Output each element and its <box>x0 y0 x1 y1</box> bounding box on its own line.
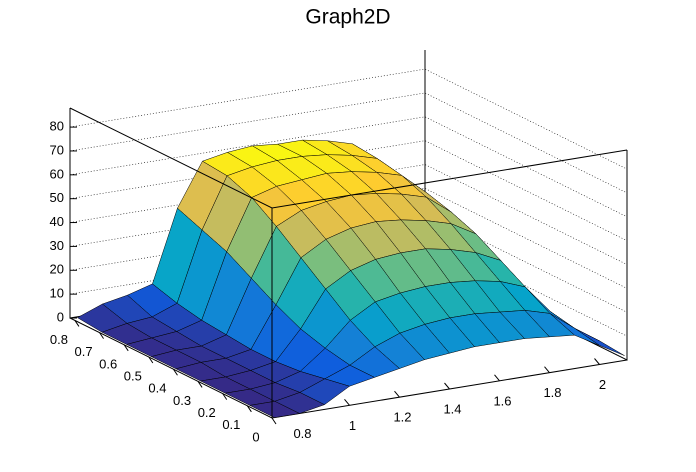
x-tick-label: 1.8 <box>543 385 561 400</box>
y-tick-label: 0 <box>252 429 259 444</box>
y-tick-label: 0.7 <box>75 344 93 359</box>
chart-title: Graph2D <box>305 6 390 29</box>
z-tick-label: 50 <box>50 190 64 205</box>
y-tick-label: 0.1 <box>222 417 240 432</box>
x-tick <box>594 358 600 365</box>
surface-cell <box>249 401 301 418</box>
y-tick <box>99 332 104 339</box>
x-tick-label: 2 <box>599 377 606 392</box>
x-tick <box>544 366 550 373</box>
z-tick-label: 40 <box>50 214 64 229</box>
z-tick-label: 70 <box>50 142 64 157</box>
y-tick <box>271 417 277 425</box>
x-tick-label: 1.2 <box>393 410 411 425</box>
x-tick-label: 1.4 <box>443 401 461 416</box>
y-tick <box>123 344 129 352</box>
z-tick-label: 20 <box>50 262 64 277</box>
x-tick <box>494 374 500 382</box>
x-tick-label: 1 <box>349 418 356 433</box>
y-tick-label: 0.3 <box>173 393 191 408</box>
z-tick-label: 30 <box>50 238 64 253</box>
y-tick <box>222 393 228 400</box>
y-tick <box>173 368 178 376</box>
y-tick-label: 0.6 <box>99 356 117 371</box>
x-tick-label: 0.8 <box>293 426 311 441</box>
x-tick <box>444 382 450 390</box>
y-tick <box>197 381 203 388</box>
z-tick-label: 80 <box>50 119 64 134</box>
surface-cell <box>574 328 625 356</box>
y-tick <box>148 356 154 364</box>
z-tick-label: 60 <box>50 166 64 181</box>
y-tick-label: 0.4 <box>148 381 166 396</box>
y-tick <box>246 405 252 413</box>
z-tick-label: 0 <box>57 309 64 324</box>
y-tick-label: 0.2 <box>198 405 216 420</box>
x-tick <box>394 390 400 398</box>
y-tick-label: 0.5 <box>124 368 142 383</box>
y-tick-label: 0.8 <box>50 332 68 347</box>
x-tick-label: 1.6 <box>493 393 511 408</box>
z-tick-label: 10 <box>50 286 64 301</box>
x-tick <box>344 399 350 406</box>
y-tick <box>74 320 80 327</box>
